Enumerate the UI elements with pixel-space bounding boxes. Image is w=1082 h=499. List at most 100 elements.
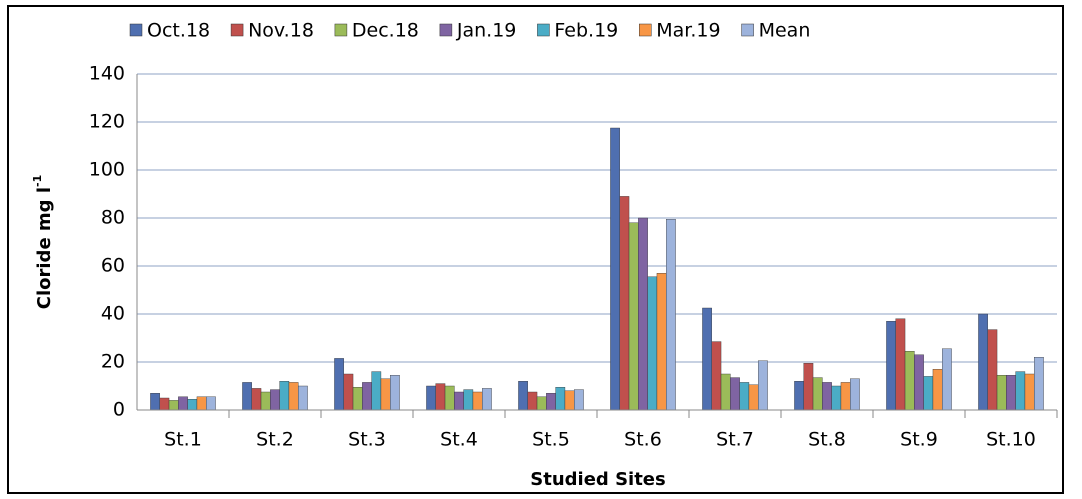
x-tick-label: St.1 (164, 429, 202, 451)
bar (343, 373, 354, 411)
legend-swatch (439, 23, 453, 37)
bar (270, 389, 280, 411)
bar (1034, 357, 1044, 411)
bar (463, 389, 474, 411)
bar (748, 384, 759, 411)
bar (794, 381, 804, 411)
legend-label: Nov.18 (248, 20, 314, 42)
bar (831, 385, 842, 411)
bar (647, 276, 658, 411)
y-tick-label: 40 (101, 303, 125, 325)
bar (638, 217, 648, 411)
bar (260, 391, 271, 411)
bar (362, 382, 372, 411)
bar (435, 383, 446, 411)
bar (527, 391, 538, 411)
x-tick-label: St.5 (532, 429, 570, 451)
bar (711, 341, 722, 411)
bar (574, 389, 584, 411)
bar (279, 381, 290, 411)
bar (206, 396, 216, 411)
y-axis-title-superscript: -1 (31, 175, 44, 187)
bar (536, 396, 547, 411)
y-tick-label: 60 (101, 255, 125, 277)
bar (619, 196, 630, 411)
bar (987, 329, 998, 411)
bar (518, 381, 528, 411)
bar (840, 382, 851, 411)
bar (288, 382, 299, 411)
bar (334, 358, 344, 411)
bar (380, 378, 391, 411)
legend-label: Mean (759, 20, 811, 42)
x-tick-label: St.10 (986, 429, 1036, 451)
y-tick-label: 20 (101, 351, 125, 373)
legend-swatch (639, 23, 652, 37)
x-tick-label: St.2 (256, 429, 294, 451)
x-tick-label: St.7 (716, 429, 754, 451)
bar (1006, 375, 1016, 411)
bar (739, 382, 750, 411)
bar (610, 127, 620, 411)
bar (850, 378, 860, 411)
bar (628, 222, 639, 411)
bar (472, 391, 483, 411)
bar (242, 382, 252, 411)
chart-frame (7, 5, 1064, 494)
bar (352, 387, 363, 411)
bar (555, 387, 566, 411)
bar (371, 371, 382, 411)
x-tick-label: St.3 (348, 429, 386, 451)
x-axis-title: Studied Sites (530, 469, 665, 490)
bar (482, 388, 492, 411)
bar (730, 377, 740, 411)
bar (1024, 373, 1035, 411)
bar (159, 397, 170, 411)
bar (298, 385, 308, 411)
bar (546, 393, 556, 411)
bar (178, 396, 188, 411)
bar (914, 354, 924, 411)
legend-label: Feb.19 (554, 20, 618, 42)
x-tick-label: St.9 (900, 429, 938, 451)
x-tick-label: St.8 (808, 429, 846, 451)
bar (886, 321, 896, 411)
x-tick-label: St.6 (624, 429, 662, 451)
bar (822, 382, 832, 411)
y-tick-label: 120 (89, 111, 125, 133)
bar (942, 348, 952, 411)
bar (444, 385, 455, 411)
bar (656, 273, 667, 411)
y-tick-label: 80 (101, 207, 125, 229)
bar (168, 400, 179, 411)
bar (803, 363, 814, 411)
bar (702, 307, 712, 411)
bar (812, 377, 823, 411)
legend-swatch (741, 23, 754, 37)
bar (904, 351, 915, 411)
bar (758, 360, 768, 411)
bar (895, 318, 906, 411)
legend-swatch (334, 23, 348, 37)
legend-label: Mar.19 (656, 20, 720, 42)
legend-label: Oct.18 (147, 20, 210, 42)
bar (454, 391, 464, 411)
y-axis-title: Cloride mg l-1 (31, 175, 55, 309)
y-tick-label: 0 (113, 399, 125, 421)
bar (426, 385, 436, 411)
bar (996, 375, 1007, 411)
bar (1015, 371, 1026, 411)
bar (251, 388, 262, 411)
legend-swatch (230, 23, 244, 37)
legend-label: Dec.18 (352, 20, 419, 42)
y-axis-title-main: Cloride mg l (34, 187, 55, 309)
bar (720, 373, 731, 411)
bar (187, 399, 198, 411)
y-tick-label: 100 (89, 159, 125, 181)
bar (196, 396, 207, 411)
legend-swatch (129, 23, 143, 37)
bar (390, 375, 400, 411)
x-tick-label: St.4 (440, 429, 478, 451)
